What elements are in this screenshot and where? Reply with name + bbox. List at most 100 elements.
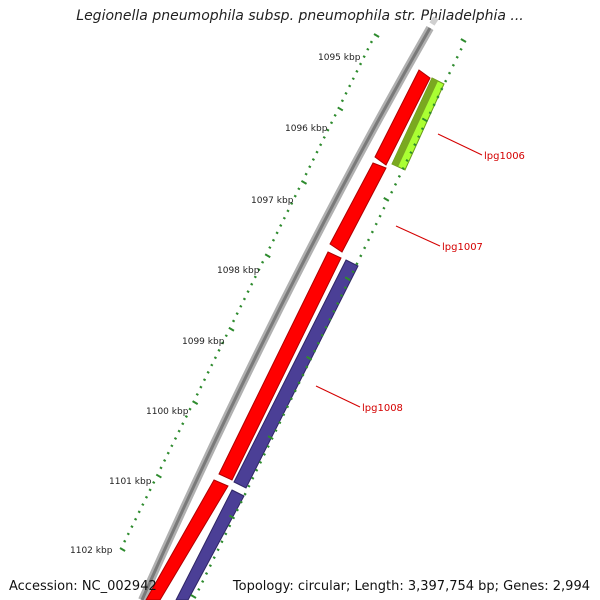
scale-ticks-left: [119, 33, 380, 552]
scale-tick-minor: [247, 484, 251, 488]
scale-tick-minor: [447, 71, 452, 75]
scale-tick-minor: [231, 319, 236, 323]
gene-continuation-forward-segment: [145, 479, 229, 600]
scale-label-1095: 1095 kbp: [318, 53, 361, 63]
scale-tick-major: [300, 179, 308, 185]
scale-tick-minor: [262, 452, 266, 456]
scale-tick-minor: [374, 222, 378, 226]
scale-tick-minor: [181, 422, 185, 426]
scale-tick-minor: [355, 262, 359, 266]
scale-tick-minor: [285, 405, 290, 409]
scale-tick-minor: [217, 348, 221, 352]
scale-tick-minor: [163, 459, 167, 462]
scale-tick-minor: [210, 363, 214, 367]
scale-tick-minor: [253, 275, 257, 279]
scale-tick-minor: [333, 113, 337, 117]
gene-lpg1008-body: [233, 259, 359, 489]
scale-label-1101: 1101 kbp: [109, 477, 152, 487]
scale-tick-minor: [261, 260, 265, 264]
scale-tick-minor: [271, 238, 276, 242]
scale-label-1102: 1102 kbp: [70, 546, 113, 556]
scale-tick-minor: [235, 508, 239, 512]
scale-tick-minor: [197, 587, 201, 591]
scale-tick-major: [264, 253, 271, 259]
scale-tick-minor: [224, 334, 228, 338]
scale-tick-minor: [173, 436, 178, 440]
scale-tick-minor: [366, 238, 371, 242]
scale-tick-minor: [343, 286, 347, 290]
scale-label-1097: 1097 kbp: [251, 196, 294, 206]
scale-tick-minor: [293, 194, 297, 198]
scale-tick-minor: [312, 349, 317, 353]
map-title: Legionella pneumophila subsp. pneumophil…: [76, 8, 524, 24]
scale-tick-minor: [444, 79, 448, 83]
scale-tick-minor: [213, 356, 217, 360]
scale-tick-minor: [239, 304, 243, 308]
scale-tick-minor: [320, 333, 324, 337]
scale-tick-minor: [275, 231, 279, 235]
scale-tick-minor: [393, 182, 398, 186]
scale-tick-minor: [202, 378, 207, 382]
scale-tick-minor: [123, 539, 127, 543]
gene-lpg1008-continuation: [175, 489, 245, 600]
scale-tick-minor: [144, 495, 149, 499]
scale-tick-major: [373, 33, 380, 38]
scale-tick-minor: [286, 209, 290, 213]
scale-tick-minor: [401, 166, 405, 170]
scale-tick-minor: [390, 190, 394, 194]
scale-tick-minor: [152, 481, 156, 485]
scale-tick-minor: [351, 270, 355, 274]
scale-tick-minor: [348, 84, 352, 88]
scale-tick-minor: [328, 317, 332, 321]
backbone: [138, 16, 439, 600]
scale-tick-minor: [451, 63, 455, 67]
scale-label-1100: 1100 kbp: [146, 407, 189, 417]
scale-labels: 1095 kbp 1096 kbp 1097 kbp 1098 kbp 1099…: [70, 53, 361, 556]
forward-genes: [145, 69, 431, 600]
scale-tick-minor: [184, 414, 188, 418]
scale-tick-minor: [459, 47, 463, 51]
scale-tick-major: [190, 594, 197, 599]
scale-tick-minor: [204, 572, 209, 576]
scale-tick-minor: [266, 444, 270, 448]
topology-summary: Topology: circular; Length: 3,397,754 bp…: [232, 579, 590, 594]
scale-tick-minor: [305, 365, 309, 369]
scale-tick-minor: [339, 294, 344, 298]
scale-tick-minor: [369, 40, 374, 44]
scale-ticks-right: [190, 38, 467, 599]
scale-tick-minor: [440, 87, 444, 91]
scale-tick-minor: [432, 103, 436, 107]
scale-tick-minor: [148, 488, 152, 492]
scale-tick-minor: [246, 290, 250, 294]
scale-tick-minor: [177, 429, 181, 433]
scale-tick-minor: [297, 187, 301, 191]
scale-label-1096: 1096 kbp: [285, 124, 328, 134]
scale-tick-major: [155, 473, 162, 479]
scale-tick-minor: [251, 476, 255, 480]
scale-tick-minor: [206, 370, 210, 374]
scale-tick-minor: [413, 143, 417, 147]
scale-tick-minor: [293, 389, 297, 393]
scale-tick-minor: [242, 297, 247, 301]
scale-tick-minor: [243, 492, 247, 496]
scale-tick-minor: [130, 525, 134, 529]
scale-tick-minor: [382, 206, 386, 210]
scale-tick-minor: [340, 99, 344, 103]
scale-tick-minor: [326, 128, 330, 132]
scale-tick-minor: [208, 564, 212, 568]
scale-tick-minor: [417, 135, 421, 139]
scale-label-1099: 1099 kbp: [182, 337, 225, 347]
scale-tick-minor: [257, 268, 261, 272]
gene-label-lpg1006: lpg1006: [484, 151, 525, 162]
scale-tick-minor: [274, 429, 278, 433]
scale-tick-minor: [308, 165, 312, 169]
scale-tick-minor: [311, 157, 315, 161]
scale-tick-minor: [159, 466, 163, 470]
scale-tick-major: [344, 276, 351, 282]
scale-tick-minor: [170, 444, 174, 448]
scale-tick-major: [421, 117, 428, 123]
scale-tick-minor: [278, 421, 282, 425]
scale-tick-minor: [363, 246, 367, 250]
scale-tick-minor: [195, 392, 199, 396]
scale-tick-minor: [358, 62, 363, 66]
